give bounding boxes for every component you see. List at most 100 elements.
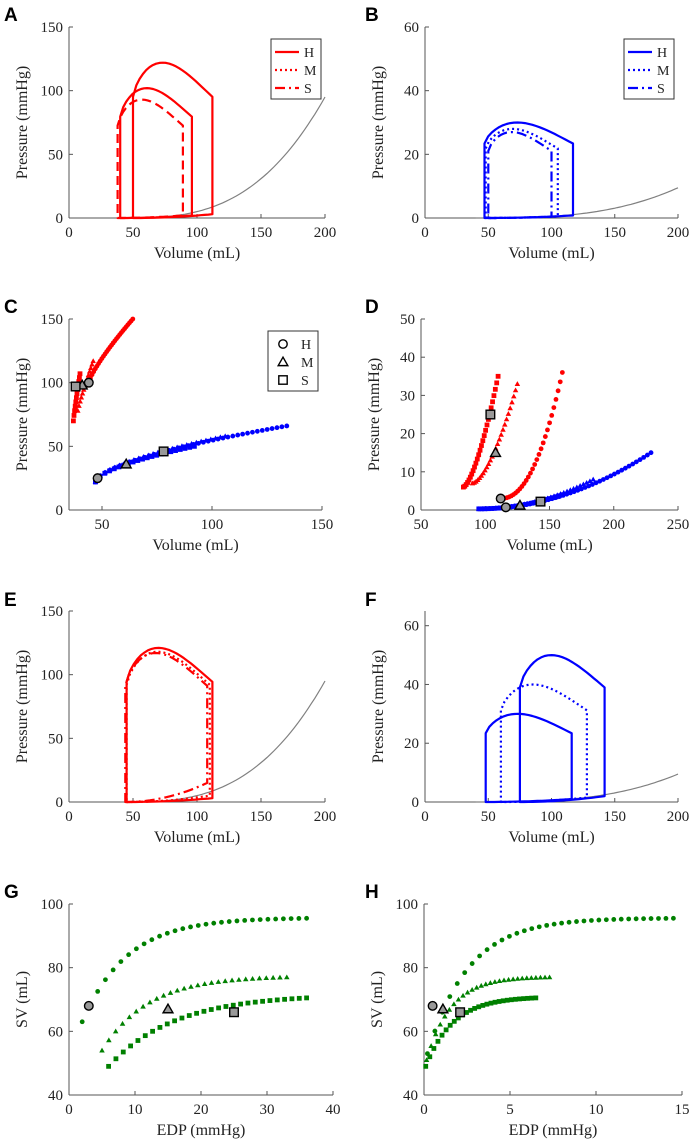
x-axis-label: Volume (mL) bbox=[506, 537, 592, 554]
data-point bbox=[208, 436, 214, 442]
data-point bbox=[479, 443, 484, 448]
data-point bbox=[559, 920, 564, 926]
legend-label: M bbox=[301, 356, 314, 371]
data-point bbox=[633, 459, 639, 465]
x-tick-label: 5 bbox=[506, 1102, 514, 1118]
data-point bbox=[120, 1049, 126, 1055]
data-point bbox=[570, 485, 577, 491]
highlight-marker bbox=[83, 1000, 94, 1011]
data-point bbox=[488, 506, 494, 511]
y-tick-label: 40 bbox=[400, 350, 415, 366]
data-point bbox=[76, 402, 82, 408]
data-point bbox=[483, 427, 489, 433]
data-point bbox=[154, 452, 160, 458]
pv-loop-S bbox=[124, 651, 209, 804]
y-tick-label: 50 bbox=[48, 147, 63, 163]
data-point bbox=[480, 470, 486, 476]
data-point bbox=[564, 488, 570, 494]
data-point bbox=[544, 497, 550, 502]
x-tick-label: 50 bbox=[126, 225, 141, 241]
data-point bbox=[265, 916, 271, 922]
data-point bbox=[611, 471, 617, 477]
data-point bbox=[494, 505, 500, 511]
y-tick-label: 100 bbox=[41, 897, 64, 913]
data-point bbox=[490, 399, 495, 405]
data-point bbox=[491, 505, 497, 511]
data-point bbox=[118, 959, 124, 965]
data-point bbox=[77, 375, 82, 381]
data-point bbox=[637, 457, 643, 463]
data-point bbox=[589, 918, 594, 923]
data-point bbox=[512, 387, 519, 393]
highlight-marker bbox=[120, 457, 133, 469]
data-point bbox=[194, 1010, 199, 1016]
data-point bbox=[626, 463, 632, 469]
data-point bbox=[505, 411, 512, 416]
data-point bbox=[254, 428, 260, 434]
data-point bbox=[187, 444, 193, 450]
y-axis-label: Pressure (mmHg) bbox=[370, 66, 387, 179]
data-point bbox=[85, 372, 92, 378]
y-tick-label: 40 bbox=[404, 677, 419, 693]
data-point bbox=[479, 506, 485, 512]
y-tick-label: 100 bbox=[41, 84, 64, 100]
y-axis-label: Pressure (mmHg) bbox=[370, 650, 387, 763]
data-point bbox=[611, 917, 617, 922]
data-point bbox=[656, 916, 661, 921]
data-point bbox=[492, 386, 498, 392]
x-tick-label: 50 bbox=[481, 809, 496, 825]
y-tick-label: 20 bbox=[404, 736, 419, 752]
y-axis-label: SV (mL) bbox=[369, 971, 386, 1028]
legend-label: M bbox=[304, 64, 317, 79]
data-point bbox=[462, 970, 468, 976]
data-point bbox=[501, 977, 507, 983]
data-point bbox=[230, 433, 236, 439]
data-point bbox=[242, 918, 248, 923]
data-point bbox=[111, 466, 117, 472]
highlight-marker bbox=[228, 1007, 239, 1018]
data-point bbox=[126, 1014, 133, 1020]
data-point bbox=[648, 916, 654, 921]
data-point bbox=[517, 996, 522, 1002]
data-point bbox=[201, 981, 208, 987]
data-point bbox=[135, 1038, 141, 1043]
legend: HMS bbox=[267, 330, 319, 392]
data-point bbox=[525, 995, 531, 1001]
series-blue-circle bbox=[93, 423, 290, 485]
y-tick-label: 40 bbox=[48, 1088, 63, 1104]
data-point bbox=[153, 995, 160, 1001]
series-triangle bbox=[99, 974, 290, 1053]
data-point bbox=[113, 1056, 119, 1062]
data-point bbox=[71, 413, 77, 418]
panel-E: E 0 50 100 150 200 0 50 100 150 Volume (mL) Pressur… bbox=[4, 590, 336, 846]
data-point bbox=[442, 1013, 448, 1019]
data-point bbox=[492, 979, 498, 984]
data-point bbox=[256, 975, 263, 981]
data-point bbox=[545, 427, 550, 433]
highlight-marker bbox=[161, 1002, 175, 1014]
x-tick-label: 150 bbox=[250, 225, 273, 241]
data-point bbox=[304, 995, 309, 1001]
data-point bbox=[252, 999, 258, 1005]
y-axis-label: Pressure (mmHg) bbox=[14, 66, 31, 179]
x-axis-label: Volume (mL) bbox=[154, 829, 240, 846]
data-point bbox=[521, 928, 527, 934]
data-point bbox=[180, 926, 186, 932]
data-point bbox=[144, 455, 150, 461]
data-point bbox=[133, 1008, 139, 1014]
data-point bbox=[72, 408, 77, 414]
data-point bbox=[476, 1004, 482, 1010]
data-point bbox=[195, 982, 201, 988]
data-point bbox=[284, 423, 290, 429]
data-point bbox=[242, 976, 249, 982]
data-point bbox=[495, 373, 501, 379]
data-point bbox=[263, 975, 270, 981]
highlight-marker bbox=[455, 1007, 466, 1018]
data-point bbox=[259, 427, 265, 433]
data-point bbox=[217, 434, 224, 440]
data-point bbox=[296, 916, 302, 921]
data-point bbox=[198, 438, 204, 444]
data-point bbox=[536, 451, 542, 457]
data-point bbox=[615, 469, 621, 475]
series-blue-square bbox=[93, 443, 197, 485]
